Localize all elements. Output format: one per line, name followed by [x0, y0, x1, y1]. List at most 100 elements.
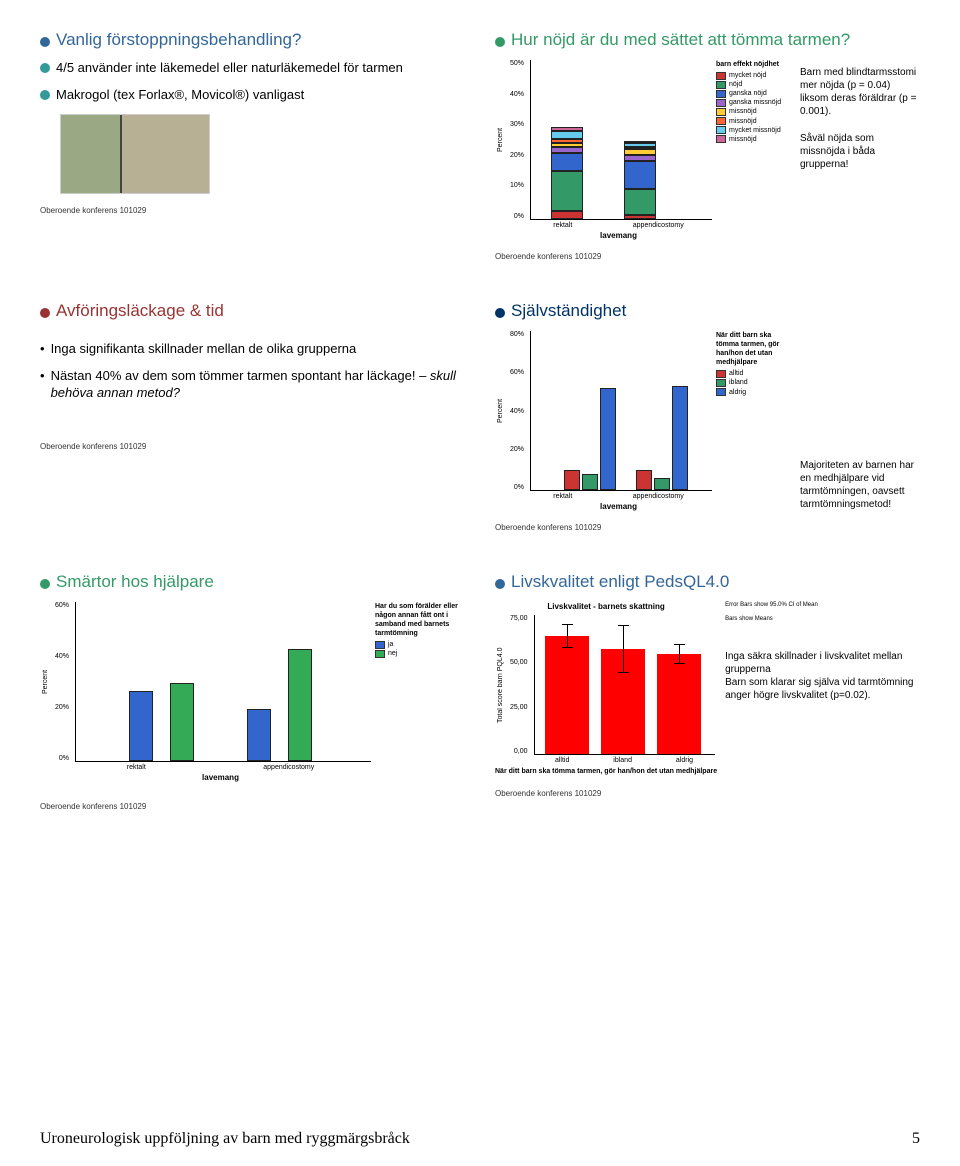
slide-4: Självständighet Percent 80%60%40%20%0% N… — [495, 301, 920, 532]
slide2-title-text: Hur nöjd är du med sättet att tömma tarm… — [511, 30, 850, 50]
slide2-chart: Percent 50%40%30%20%10%0% barn effekt nö… — [495, 60, 794, 220]
slide3-title: Avföringsläckage & tid — [40, 301, 465, 321]
bullet-text: Nästan 40% av dem som tömmer tarmen spon… — [51, 368, 465, 402]
page-footer: Uroneurologisk uppföljning av barn med r… — [40, 1129, 920, 1148]
x-axis-title: När ditt barn ska tömma tarmen, gör han/… — [495, 768, 717, 775]
chart-area — [530, 60, 712, 220]
x-label: appendicostomy — [633, 493, 684, 500]
bullet-text: Makrogol (tex Forlax®, Movicol®) vanliga… — [56, 87, 304, 104]
slide-6: Livskvalitet enligt PedsQL4.0 Livskvalit… — [495, 572, 920, 811]
slide6-chart-wrap: Livskvalitet - barnets skattning Total s… — [495, 602, 717, 775]
slide5-chart: Percent 60%40%20%0% Har du som förälder … — [40, 602, 465, 762]
slide4-title-text: Självständighet — [511, 301, 626, 321]
slide6-right: Error Bars show 95.0% CI of Mean Bars sh… — [725, 602, 920, 775]
slide5-title: Smärtor hos hjälpare — [40, 572, 465, 592]
slide4-chart-wrap: Percent 80%60%40%20%0% När ditt barn ska… — [495, 331, 794, 511]
bullet-item: 4/5 använder inte läkemedel eller naturl… — [40, 60, 465, 77]
legend-line: Error Bars show 95.0% CI of Mean — [725, 602, 920, 608]
x-labels: rektalt appendicostomy — [523, 222, 714, 229]
slide4-chart: Percent 80%60%40%20%0% När ditt barn ska… — [495, 331, 794, 491]
x-label: appendicostomy — [263, 764, 314, 771]
x-axis-title: lavemang — [68, 773, 373, 782]
legend-line: Bars show Means — [725, 616, 920, 622]
slide5-legend: Har du som förälder eller någon annan få… — [375, 602, 465, 762]
x-label: rektalt — [553, 493, 572, 500]
slide2-sidenotes: Barn med blindtarmsstomi mer nöjda (p = … — [800, 60, 920, 240]
slide-1: Vanlig förstoppningsbehandling? 4/5 anvä… — [40, 30, 465, 261]
y-axis-label: Percent — [495, 331, 506, 491]
bullet-text: 4/5 använder inte läkemedel eller naturl… — [56, 60, 403, 77]
slide5-footer: Oberoende konferens 101029 — [40, 802, 465, 811]
slide-2: Hur nöjd är du med sättet att tömma tarm… — [495, 30, 920, 261]
slide-5: Smärtor hos hjälpare Percent 60%40%20%0%… — [40, 572, 465, 811]
bullet-icon — [40, 308, 50, 318]
slide1-footer: Oberoende konferens 101029 — [40, 206, 465, 215]
slide4-footer: Oberoende konferens 101029 — [495, 523, 920, 532]
bullet-marker: • — [40, 368, 45, 385]
slide1-image — [60, 114, 210, 194]
y-axis-ticks: 60%40%20%0% — [55, 602, 71, 762]
x-label: ibland — [613, 757, 632, 764]
slide2-content: Percent 50%40%30%20%10%0% barn effekt nö… — [495, 60, 920, 240]
bullet-icon — [495, 308, 505, 318]
bullet-item: • Nästan 40% av dem som tömmer tarmen sp… — [40, 368, 465, 402]
bullet-icon — [40, 90, 50, 100]
bullet-icon — [40, 579, 50, 589]
slide6-title-text: Livskvalitet enligt PedsQL4.0 — [511, 572, 729, 592]
bullet-icon — [495, 37, 505, 47]
x-labels: rektalt appendicostomy — [523, 493, 714, 500]
bullet-text: Inga signifikanta skillnader mellan de o… — [51, 341, 357, 358]
x-axis-title: lavemang — [523, 502, 714, 511]
y-axis-ticks: 80%60%40%20%0% — [510, 331, 526, 491]
slide4-title: Självständighet — [495, 301, 920, 321]
x-label: rektalt — [127, 764, 146, 771]
slide5-title-text: Smärtor hos hjälpare — [56, 572, 214, 592]
slide1-title-text: Vanlig förstoppningsbehandling? — [56, 30, 301, 50]
bullet-marker: • — [40, 341, 45, 358]
slide4-sidenotes: Majoriteten av barnen har en medhjälpare… — [800, 331, 920, 511]
slide2-title: Hur nöjd är du med sättet att tömma tarm… — [495, 30, 920, 50]
slide6-title: Livskvalitet enligt PedsQL4.0 — [495, 572, 920, 592]
chart-area — [530, 331, 712, 491]
side-note: Inga säkra skillnader i livskvalitet mel… — [725, 650, 920, 702]
slide-3: Avföringsläckage & tid • Inga signifikan… — [40, 301, 465, 532]
slide2-footer: Oberoende konferens 101029 — [495, 252, 920, 261]
slide6-footer: Oberoende konferens 101029 — [495, 789, 920, 798]
x-label: rektalt — [553, 222, 572, 229]
x-label: appendicostomy — [633, 222, 684, 229]
chart-area — [534, 615, 715, 755]
bullet-item: Makrogol (tex Forlax®, Movicol®) vanliga… — [40, 87, 465, 104]
slide2-legend: barn effekt nöjdhetmycket nöjdnöjdganska… — [716, 60, 794, 220]
x-axis-title: lavemang — [523, 231, 714, 240]
slide4-content: Percent 80%60%40%20%0% När ditt barn ska… — [495, 331, 920, 511]
x-label: alltid — [555, 757, 569, 764]
side-note: Barn med blindtarmsstomi mer nöjda (p = … — [800, 66, 920, 118]
x-labels: rektalt appendicostomy — [68, 764, 373, 771]
bullet-icon — [40, 63, 50, 73]
y-axis-ticks: 50%40%30%20%10%0% — [510, 60, 526, 220]
slide3-title-text: Avföringsläckage & tid — [56, 301, 224, 321]
side-note: Såväl nöjda som missnöjda i båda grupper… — [800, 132, 920, 171]
bullet-icon — [40, 37, 50, 47]
slide2-chart-wrap: Percent 50%40%30%20%10%0% barn effekt nö… — [495, 60, 794, 240]
y-axis-label: Percent — [495, 60, 506, 220]
slide1-bullets: 4/5 använder inte läkemedel eller naturl… — [40, 60, 465, 104]
page-number: 5 — [912, 1130, 920, 1148]
y-axis-label: Total score barn PQL4.0 — [495, 615, 506, 755]
side-note: Majoriteten av barnen har en medhjälpare… — [800, 459, 920, 511]
slide3-footer: Oberoende konferens 101029 — [40, 442, 465, 451]
chart-title: Livskvalitet - barnets skattning — [495, 602, 717, 611]
slide3-bullets: • Inga signifikanta skillnader mellan de… — [40, 341, 465, 402]
y-axis-label: Percent — [40, 602, 51, 762]
y-axis-ticks: 75,0050,0025,000,00 — [510, 615, 530, 755]
slide4-legend: När ditt barn ska tömma tarmen, gör han/… — [716, 331, 794, 491]
slide6-chart: Total score barn PQL4.0 75,0050,0025,000… — [495, 615, 715, 755]
chart-area — [75, 602, 371, 762]
bullet-icon — [495, 579, 505, 589]
slide-grid: Vanlig förstoppningsbehandling? 4/5 anvä… — [0, 0, 960, 841]
page-footer-title: Uroneurologisk uppföljning av barn med r… — [40, 1129, 410, 1148]
bullet-item: • Inga signifikanta skillnader mellan de… — [40, 341, 465, 358]
x-label: aldrig — [676, 757, 693, 764]
slide6-content: Livskvalitet - barnets skattning Total s… — [495, 602, 920, 775]
x-labels: alltid ibland aldrig — [533, 757, 715, 764]
